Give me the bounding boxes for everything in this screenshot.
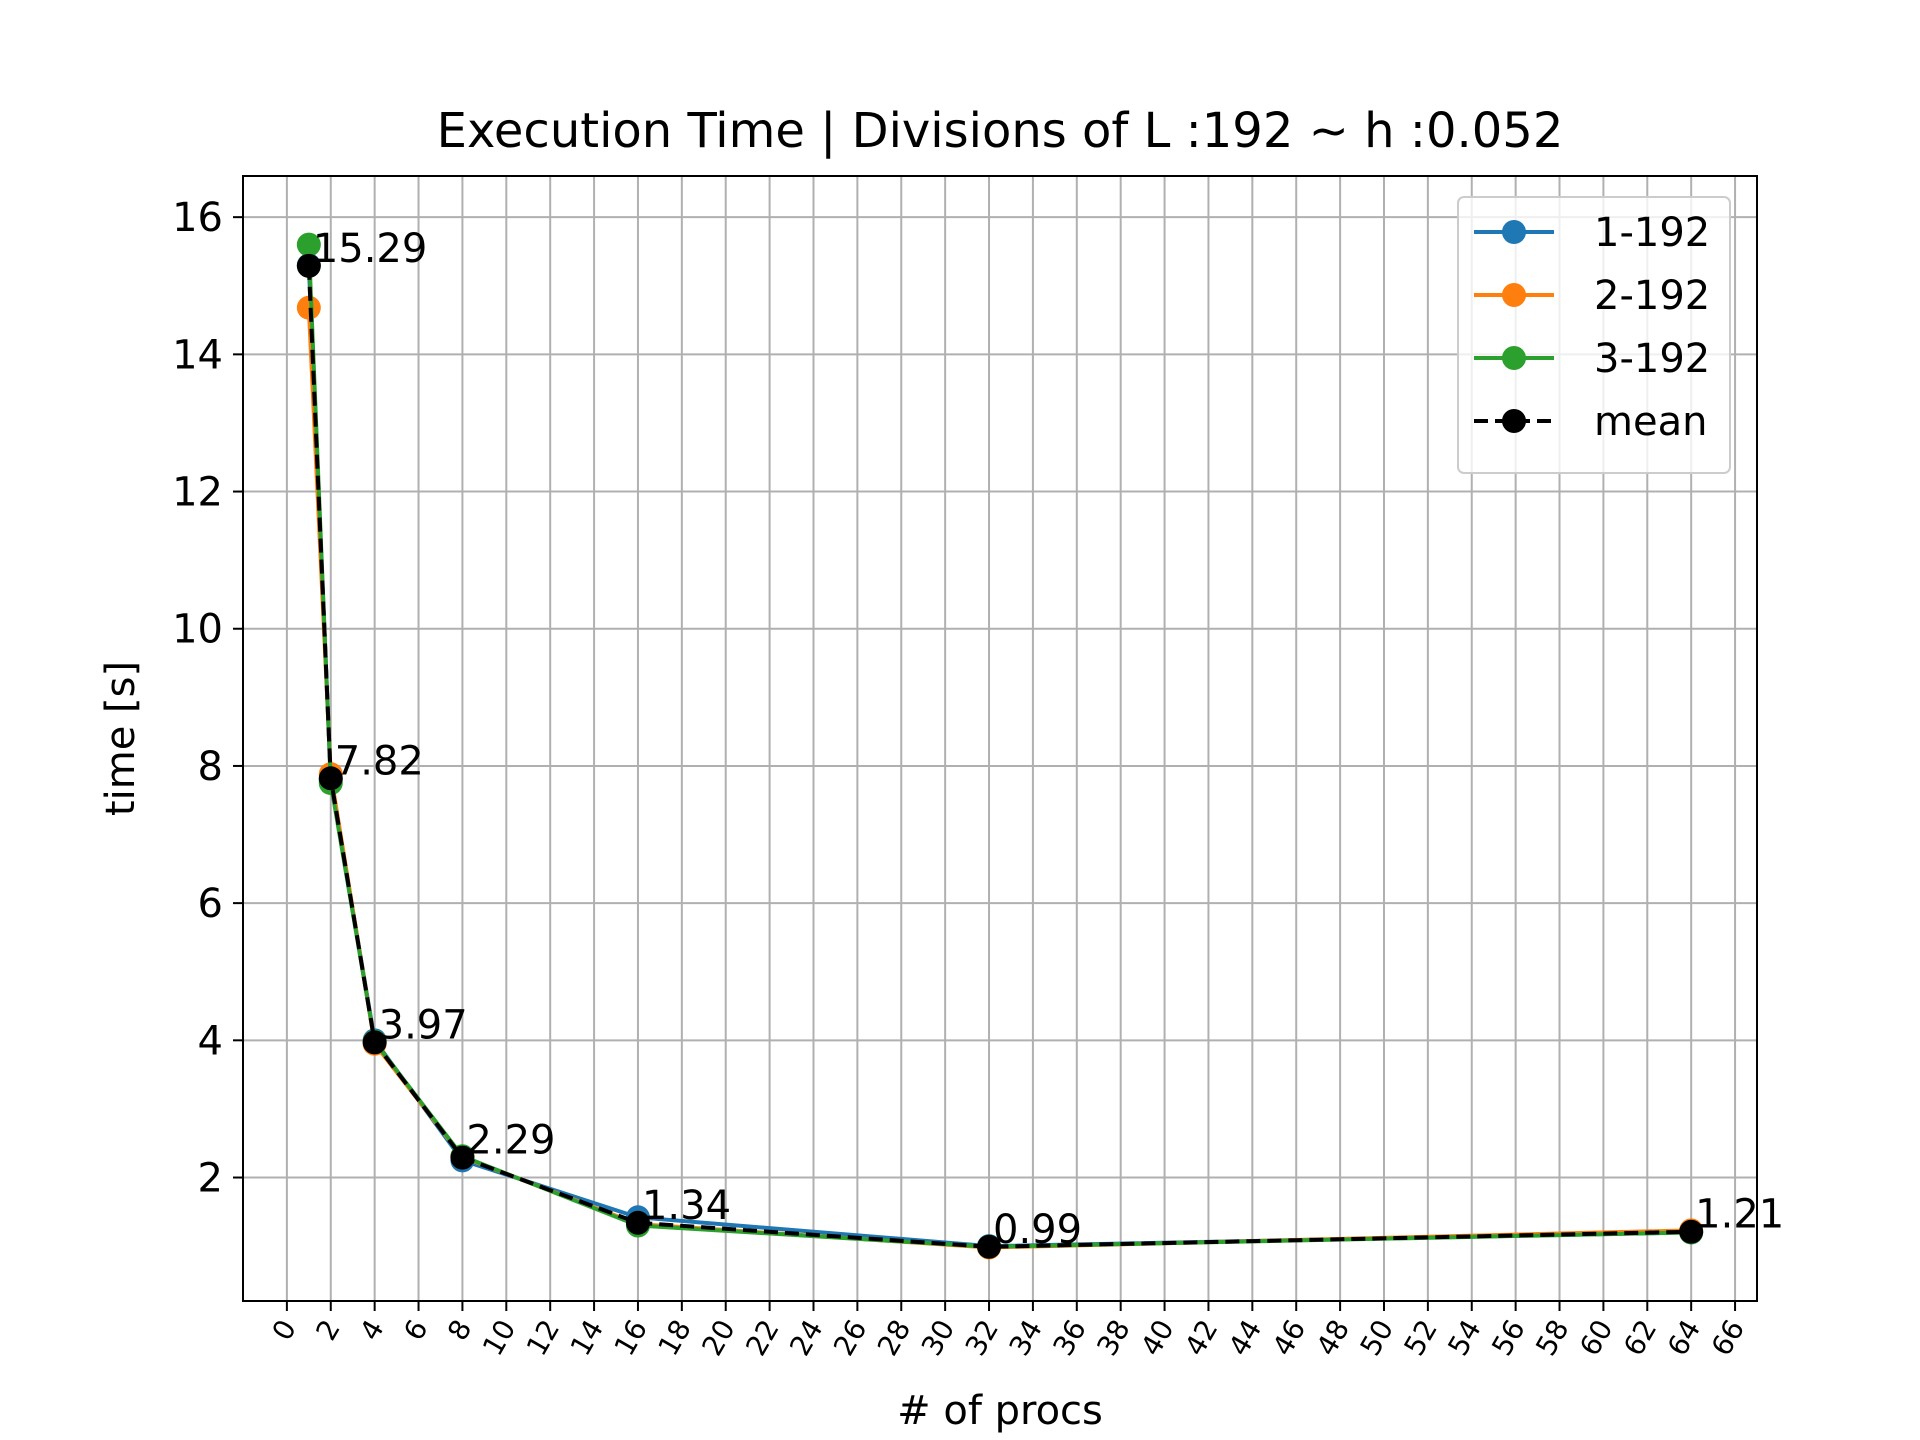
- series-point-2-192: [296, 295, 321, 320]
- legend-label: 1-192: [1594, 210, 1710, 256]
- legend-marker: [1502, 346, 1526, 370]
- legend-marker: [1502, 409, 1526, 433]
- legend-marker: [1502, 283, 1526, 307]
- legend-label: mean: [1594, 399, 1707, 445]
- legend-label: 3-192: [1594, 336, 1710, 382]
- y-tick-label: 4: [198, 1018, 223, 1064]
- y-tick-label: 2: [198, 1156, 223, 1202]
- series-point-mean: [977, 1234, 1002, 1259]
- plot-series: [296, 232, 1704, 1260]
- x-axis-title: # of procs: [897, 1388, 1103, 1434]
- series-point-mean: [362, 1030, 387, 1055]
- series-point-mean: [450, 1145, 475, 1170]
- legend-label: 2-192: [1594, 273, 1710, 319]
- series-point-mean: [1679, 1219, 1704, 1244]
- legend: 1-192 2-192 3-192 mean: [1457, 196, 1731, 474]
- data-label: 1.21: [1695, 1192, 1784, 1238]
- y-tick-label: 10: [172, 607, 223, 653]
- data-label: 0.99: [993, 1207, 1082, 1253]
- data-label: 15.29: [313, 226, 428, 272]
- data-label: 1.34: [642, 1183, 731, 1229]
- data-labels: 15.29 7.82 3.97 2.29 1.34 0.99 1.21: [313, 226, 1784, 1253]
- y-axis-title: time [s]: [98, 661, 144, 816]
- series-point-mean: [296, 253, 321, 278]
- y-tick-label: 14: [172, 332, 223, 378]
- y-tick-label: 8: [198, 744, 223, 790]
- y-tick-label: 16: [172, 195, 223, 241]
- y-tick-label: 6: [198, 881, 223, 927]
- series-point-mean: [625, 1210, 650, 1235]
- series-point-3-192: [296, 232, 321, 257]
- chart-title: Execution Time | Divisions of L :192 ~ h…: [437, 103, 1564, 159]
- data-label: 7.82: [335, 738, 424, 784]
- y-tick-label: 12: [172, 470, 223, 516]
- series-point-mean: [318, 766, 343, 791]
- data-label: 3.97: [379, 1002, 468, 1048]
- legend-box: [1457, 196, 1731, 474]
- plot-frame: [242, 175, 1758, 1302]
- data-label: 2.29: [466, 1118, 555, 1164]
- legend-marker: [1502, 220, 1526, 244]
